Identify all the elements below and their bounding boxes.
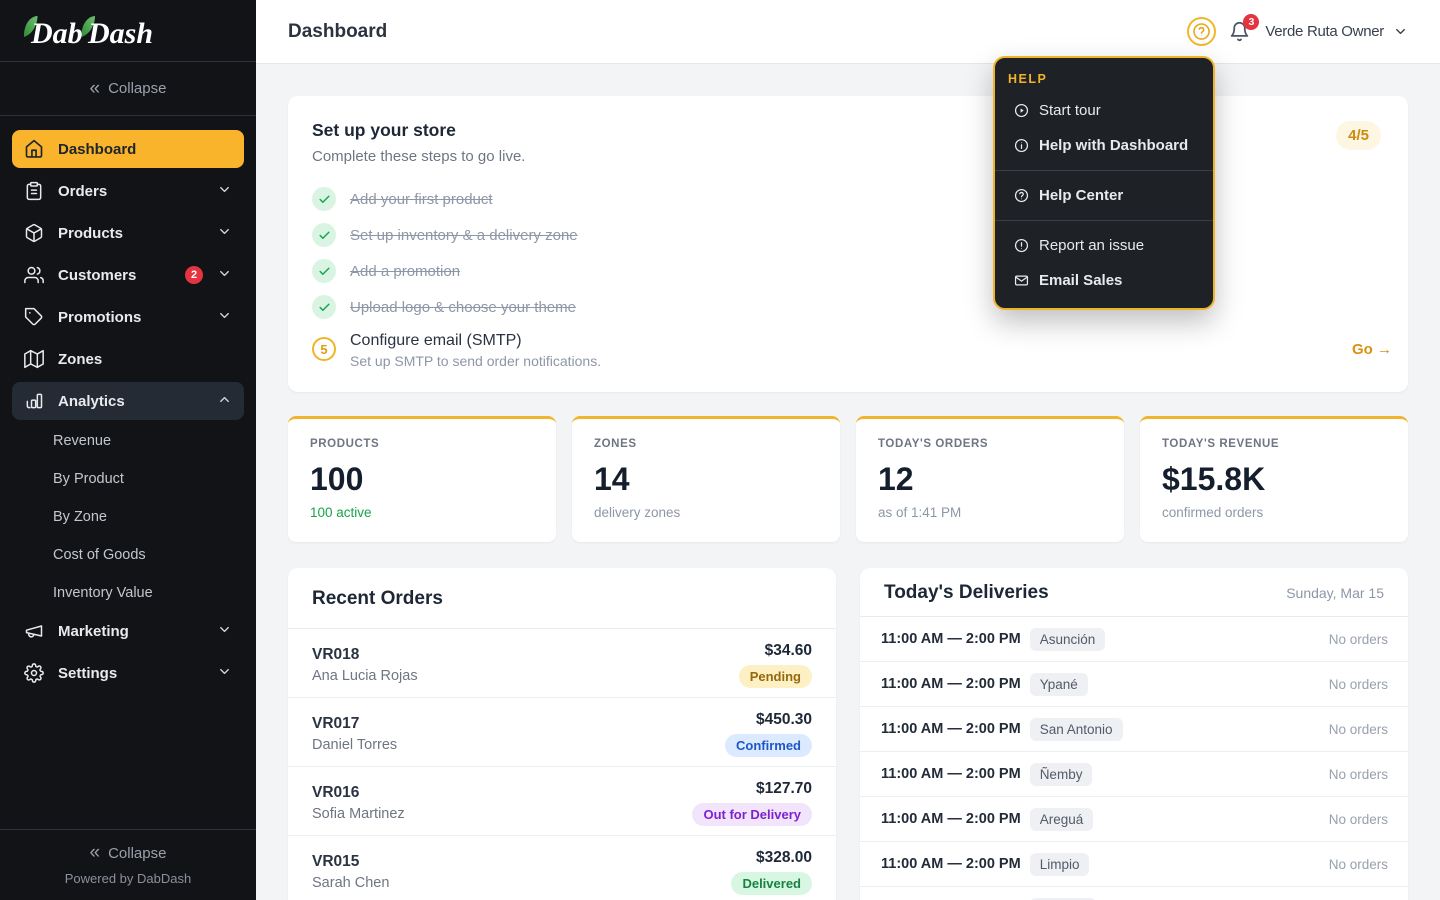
svg-text:Dab: Dab: [30, 17, 83, 50]
svg-text:Dash: Dash: [87, 17, 153, 50]
